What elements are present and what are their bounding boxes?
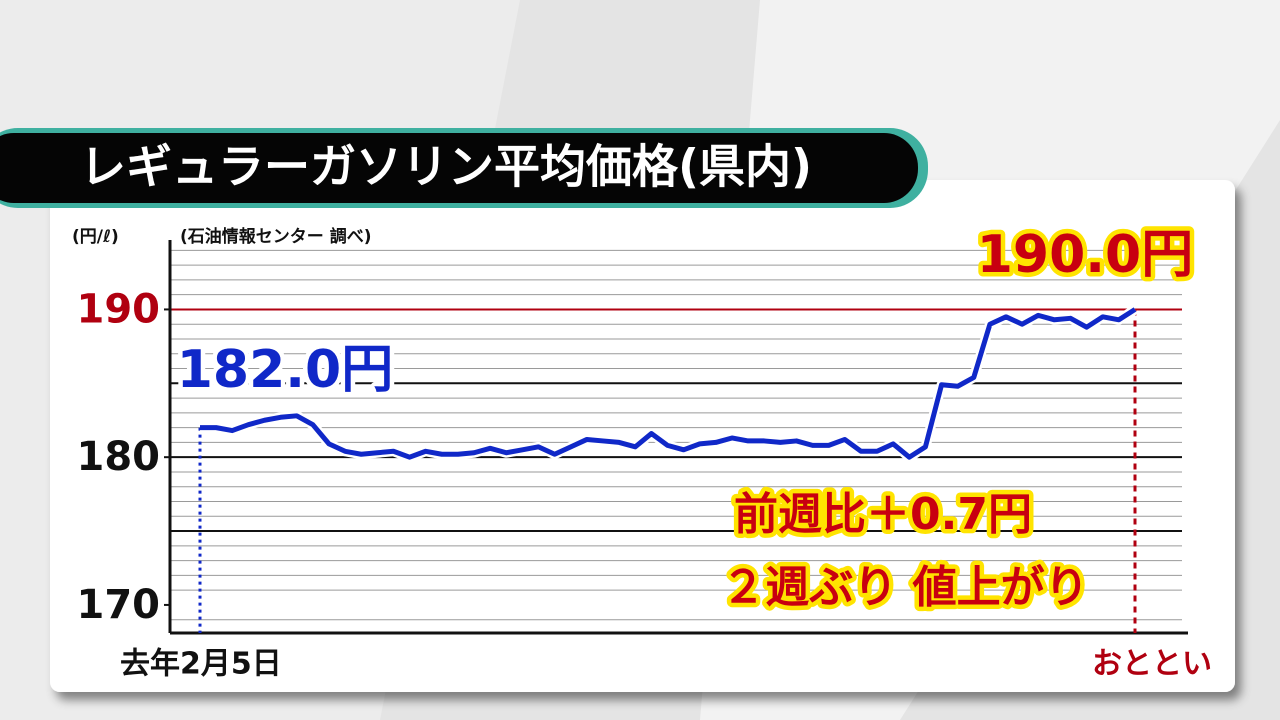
unit-label: (円/ℓ) <box>72 227 119 247</box>
x-tick-label: 去年2月5日 <box>120 647 282 682</box>
source-label: (石油情報センター 調べ) <box>180 226 371 247</box>
plot-area: 170 180 190 <box>77 240 1188 635</box>
chart-title: レギュラーガソリン平均価格(県内) <box>80 140 812 194</box>
value-label: 190.0円 <box>977 225 1193 285</box>
y-tick-label: 190 <box>77 286 161 332</box>
y-tick-label: 180 <box>77 434 161 480</box>
value-label: 182.0円 <box>177 340 393 400</box>
annotation: ２週ぶり 値上がり <box>721 562 1088 613</box>
y-tick-label: 170 <box>77 582 161 628</box>
title-bar <box>0 133 918 203</box>
data-line <box>200 307 1137 460</box>
x-tick-label: おととい <box>1092 647 1212 682</box>
annotation: 前週比＋0.7円 <box>734 489 1032 540</box>
